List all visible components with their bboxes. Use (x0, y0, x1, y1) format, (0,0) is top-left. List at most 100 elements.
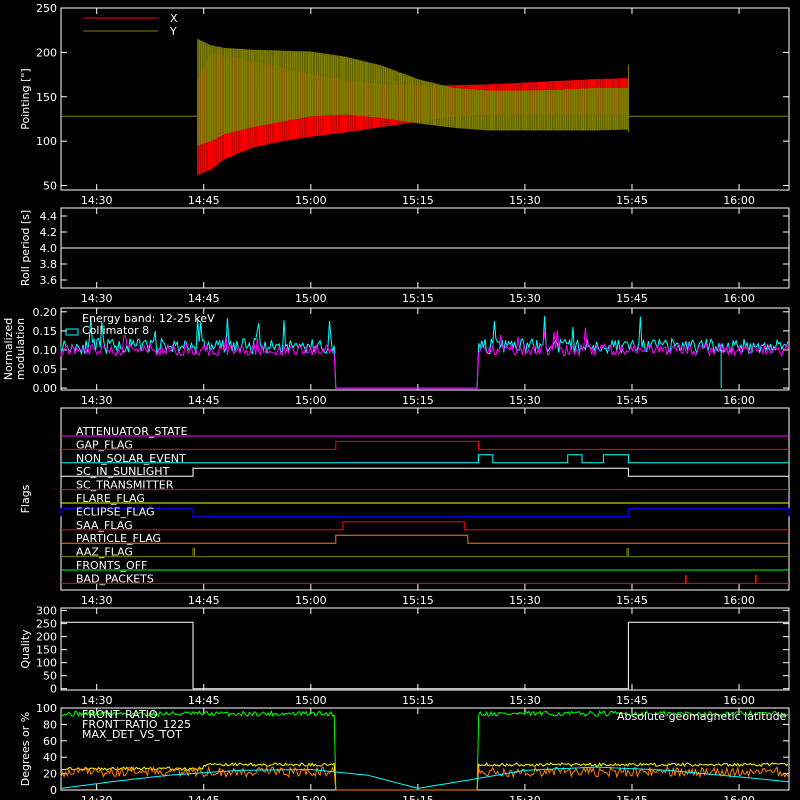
x-tick-label: 15:30 (509, 194, 541, 207)
axis-frame (60, 407, 790, 591)
y-tick-label: 3.8 (40, 258, 58, 271)
y-tick-label: 4.2 (40, 226, 58, 239)
flag-label-sc_transmitter: SC_TRANSMITTER (76, 479, 174, 492)
y-tick-label: 200 (36, 46, 57, 59)
axis-frame (60, 7, 790, 191)
x-tick-label: 16:00 (723, 394, 755, 407)
series-front_ratio_1225 (60, 761, 789, 791)
x-tick-label: 15:00 (295, 794, 327, 800)
y-tick-label: 100 (36, 135, 57, 148)
x-tick-label: 14:30 (81, 794, 113, 800)
y-tick-label: 0 (50, 784, 57, 797)
panel-2: 14:30 14:45 15:00 15:15 15:30 15:45 16:00 3.6 3.… (19, 207, 790, 305)
x-tick-label: 14:30 (81, 694, 113, 707)
flag-trace-saa_flag (61, 521, 789, 531)
x-tick-label: 15:15 (402, 794, 434, 800)
modulation-series-collimator-8 (60, 316, 789, 389)
x-tick-label: 15:15 (402, 594, 434, 607)
x-tick-label: 14:30 (81, 594, 113, 607)
x-tick-label: 15:30 (509, 292, 541, 305)
axis-frame (60, 607, 790, 691)
x-tick-label: 15:30 (509, 694, 541, 707)
flag-trace-non_solar_event (61, 454, 789, 464)
y-tick-label: 0.00 (33, 382, 58, 395)
x-tick-label: 14:30 (81, 194, 113, 207)
series-Y-band (197, 39, 629, 146)
x-tick-label: 15:00 (295, 292, 327, 305)
y-tick-label: 0.10 (33, 344, 58, 357)
x-tick-label: 14:45 (188, 694, 220, 707)
flag-label-fronts_off: FRONTS_OFF (76, 559, 147, 572)
x-tick-label: 15:30 (509, 794, 541, 800)
y-axis-label: Roll period [s] (19, 210, 32, 286)
flag-label-eclipse_flag: ECLIPSE_FLAG (76, 505, 155, 518)
series-max_det_vs_tot (60, 765, 789, 791)
x-tick-label: 14:45 (188, 194, 220, 207)
y-tick-label: 40 (43, 751, 57, 764)
legend-label-Y: Y (169, 25, 177, 38)
y-tick-label: 250 (36, 2, 57, 15)
x-tick-label: 15:45 (616, 194, 648, 207)
flag-trace-particle_flag (61, 534, 789, 544)
x-tick-label: 14:30 (81, 394, 113, 407)
y-tick-label: 20 (43, 768, 57, 781)
flag-label-particle_flag: PARTICLE_FLAG (76, 532, 161, 545)
x-tick-label: 14:45 (188, 794, 220, 800)
y-tick-label: 0.20 (33, 306, 58, 319)
x-tick-label: 16:00 (723, 794, 755, 800)
flag-trace-bad_packets (61, 574, 789, 584)
x-tick-label: 14:45 (188, 394, 220, 407)
y-tick-label: 300 (36, 605, 57, 618)
y-tick-label: 100 (36, 657, 57, 670)
x-tick-label: 15:15 (402, 292, 434, 305)
legend-label-front_ratio_1225: FRONT_RATIO_1225 (82, 718, 191, 731)
flag-label-sc_in_sunlight: SC_IN_SUNLIGHT (76, 465, 170, 478)
x-tick-label: 15:45 (616, 394, 648, 407)
y-tick-label: 250 (36, 618, 57, 631)
x-tick-label: 14:30 (81, 292, 113, 305)
flag-label-saa_flag: SAA_FLAG (76, 519, 133, 532)
y-axis-label: Quality (19, 629, 32, 669)
collimator-swatch (65, 328, 79, 336)
flag-label-bad_packets: BAD_PACKETS (76, 572, 154, 585)
series-geomagnetic-latitude (60, 766, 790, 789)
x-tick-label: 15:15 (402, 394, 434, 407)
x-tick-label: 15:45 (616, 794, 648, 800)
flag-trace-aaz_flag (61, 548, 789, 558)
flag-label-aaz_flag: AAZ_FLAG (76, 546, 133, 559)
y-tick-label: 150 (36, 91, 57, 104)
y-tick-label: 200 (36, 631, 57, 644)
legend-label-max_det_vs_tot: MAX_DET_VS_TOT (82, 728, 182, 741)
y-tick-label: 150 (36, 644, 57, 657)
x-tick-label: 15:30 (509, 394, 541, 407)
panel-5: 14:30 14:45 15:00 15:15 15:30 15:45 16:00 05010… (19, 605, 790, 707)
x-tick-label: 16:00 (723, 694, 755, 707)
y-axis-label: Flags (19, 484, 32, 513)
y-tick-label: 0.15 (33, 325, 58, 338)
x-tick-label: 15:45 (616, 694, 648, 707)
panel-1: 14:30 14:45 15:00 15:15 15:30 15:45 16:00 50 100… (19, 2, 790, 207)
x-tick-label: 16:00 (723, 292, 755, 305)
x-tick-label: 15:15 (402, 694, 434, 707)
y-axis-label: Pointing ["] (19, 68, 32, 129)
y-tick-label: 4.0 (40, 242, 58, 255)
y-tick-label: 0.05 (33, 363, 58, 376)
x-tick-label: 14:45 (188, 594, 220, 607)
y-tick-label: 60 (43, 735, 57, 748)
y-tick-label: 0 (50, 683, 57, 696)
x-tick-label: 16:00 (723, 194, 755, 207)
y-tick-label: 50 (43, 670, 57, 683)
flag-trace-eclipse_flag (60, 507, 790, 517)
y-tick-label: 100 (36, 702, 57, 715)
x-tick-label: 15:45 (616, 292, 648, 305)
legend-label-front_ratio: FRONT_RATIO (82, 708, 158, 721)
quality-line (61, 621, 789, 690)
x-tick-label: 15:00 (295, 194, 327, 207)
x-tick-label: 16:00 (723, 594, 755, 607)
legend-label-X: X (170, 12, 178, 25)
y-tick-label: 50 (43, 180, 57, 193)
flag-label-attenuator_state: ATTENUATOR_STATE (76, 425, 188, 438)
x-tick-label: 15:30 (509, 594, 541, 607)
y-tick-label: 4.4 (40, 210, 58, 223)
